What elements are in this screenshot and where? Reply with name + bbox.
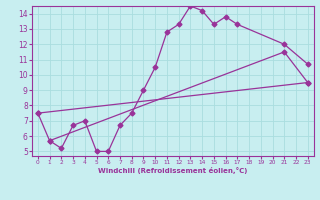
X-axis label: Windchill (Refroidissement éolien,°C): Windchill (Refroidissement éolien,°C) bbox=[98, 167, 247, 174]
